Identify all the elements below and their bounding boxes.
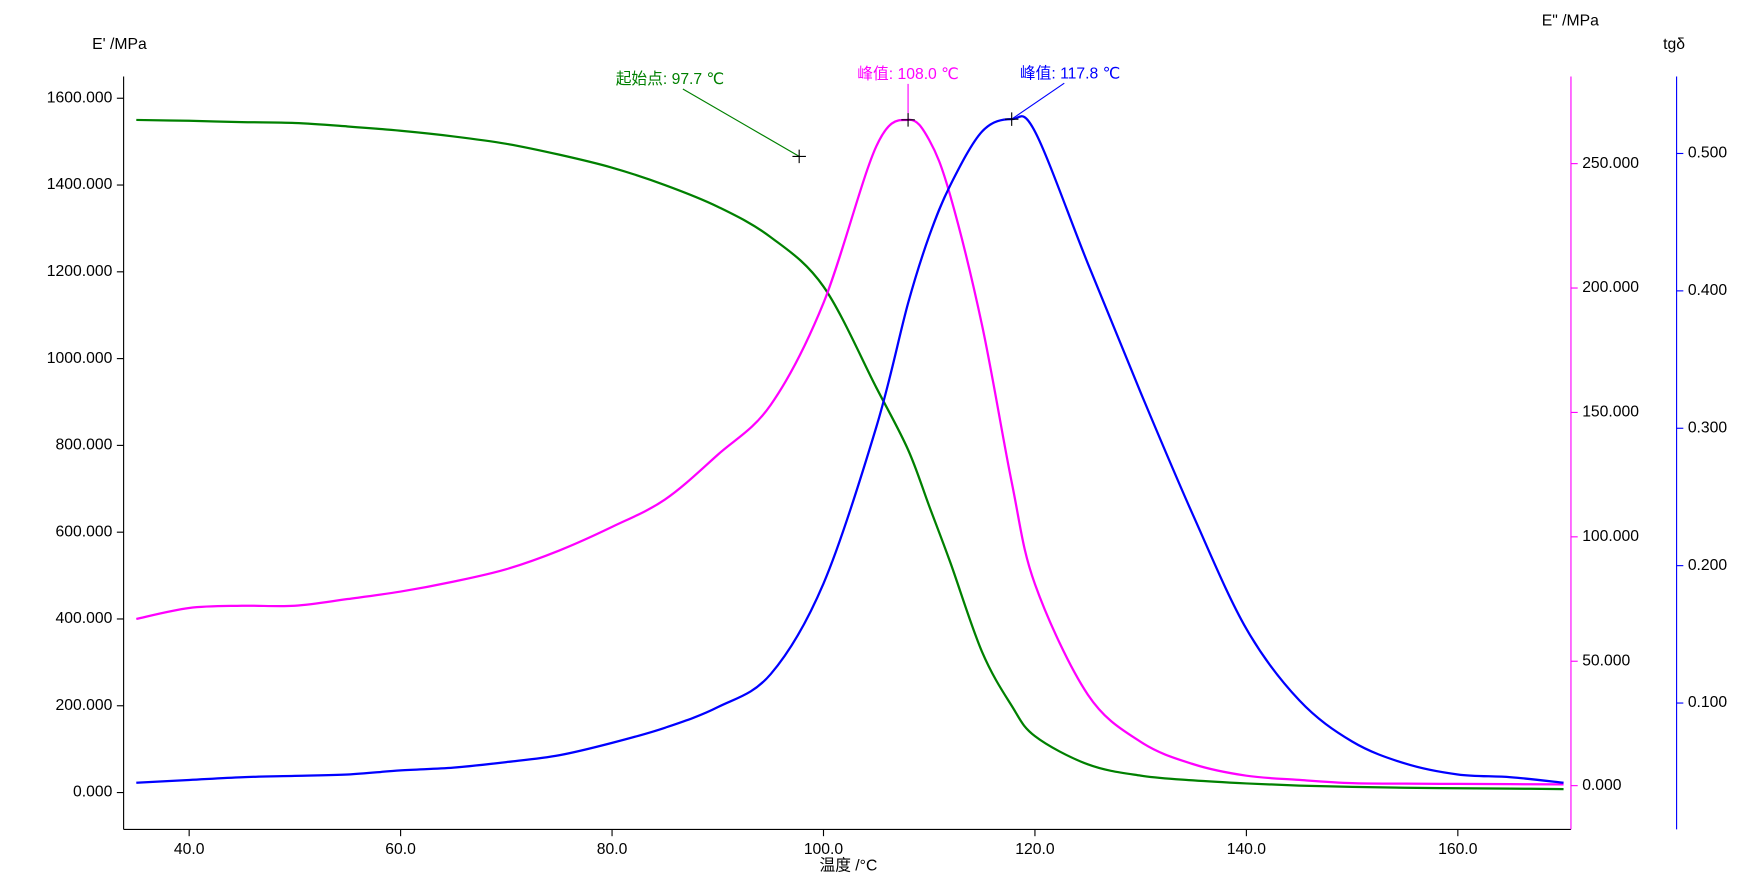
- x-tick-label: 160.0: [1438, 841, 1478, 858]
- series-line: [136, 115, 1564, 784]
- y-tick-label: 1000.000: [47, 350, 113, 367]
- y-tick-label: 600.000: [56, 523, 113, 540]
- y-tick-label: 1400.000: [47, 176, 113, 193]
- y3-tick-label: 0.400: [1688, 282, 1728, 299]
- annotation-marker: [1004, 112, 1019, 126]
- y3-axis-title: tgδ: [1663, 36, 1685, 53]
- y-tick-label: 800.000: [56, 437, 113, 454]
- y3-tick-label: 0.300: [1688, 419, 1728, 436]
- x-tick-label: 80.0: [597, 841, 628, 858]
- y-axis-title: E' /MPa: [92, 36, 147, 53]
- x-tick-label: 100.0: [804, 841, 844, 858]
- y2-tick-label: 50.000: [1582, 652, 1630, 669]
- y2-tick-label: 150.000: [1582, 404, 1639, 421]
- annotation-marker: [792, 149, 806, 164]
- y2-tick-label: 250.000: [1582, 155, 1639, 172]
- y-tick-label: 400.000: [56, 610, 113, 627]
- annotation-label: 峰值: 117.8 ℃: [1020, 64, 1120, 82]
- x-axis-title: 温度 /°C: [820, 857, 878, 875]
- series-line: [136, 118, 1564, 791]
- y3-tick-label: 0.500: [1688, 145, 1728, 162]
- annotation-leader: [682, 88, 800, 157]
- y2-tick-label: 100.000: [1582, 528, 1639, 545]
- y-tick-label: 200.000: [56, 697, 113, 714]
- y-tick-label: 1600.000: [47, 89, 113, 106]
- annotation-marker: [901, 113, 915, 127]
- y2-tick-label: 200.000: [1582, 279, 1639, 296]
- annotation-label: 峰值: 108.0 ℃: [857, 65, 959, 83]
- series-line: [136, 118, 1564, 786]
- y-tick-label: 1200.000: [47, 263, 113, 280]
- y2-tick-label: 0.000: [1582, 777, 1622, 794]
- x-tick-label: 140.0: [1227, 841, 1267, 858]
- y3-tick-label: 0.100: [1688, 694, 1728, 711]
- x-tick-label: 40.0: [174, 841, 205, 858]
- annotation-label: 起始点: 97.7 ℃: [616, 70, 725, 88]
- y-tick-label: 0.000: [73, 784, 113, 801]
- annotation-leader: [1011, 82, 1065, 120]
- x-tick-label: 120.0: [1015, 841, 1055, 858]
- y2-axis-title: E" /MPa: [1542, 13, 1599, 30]
- x-tick-label: 60.0: [385, 841, 416, 858]
- y3-tick-label: 0.200: [1688, 557, 1728, 574]
